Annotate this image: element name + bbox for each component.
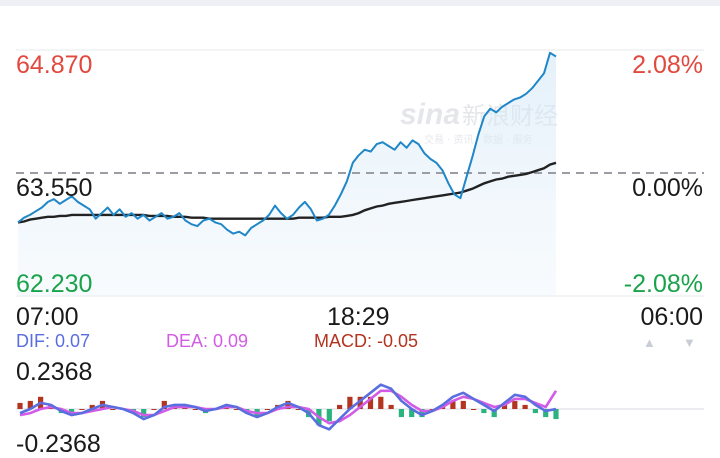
macd-histogram-bar xyxy=(89,404,95,409)
macd-axis-bottom-label: -0.2368 xyxy=(16,430,101,458)
dif-legend: DIF: 0.07 xyxy=(16,331,91,351)
dea-line xyxy=(19,389,558,425)
macd-histogram-bar xyxy=(233,409,240,410)
time-axis-end-label: 06:00 xyxy=(640,303,703,331)
pct-axis-top-label: 2.08% xyxy=(632,51,703,79)
macd-histogram-bar xyxy=(553,409,559,420)
macd-histogram-bar xyxy=(367,396,374,409)
macd-histogram-bar xyxy=(481,409,487,414)
macd-histogram-bar xyxy=(398,409,404,418)
macd-histogram-bar xyxy=(141,409,147,418)
svg-text:sina: sina xyxy=(400,98,460,131)
macd-histogram-bar xyxy=(326,409,332,422)
macd-histogram-bar xyxy=(409,409,415,418)
macd-histogram-bar xyxy=(17,402,23,409)
macd-histogram-bar xyxy=(378,396,384,409)
macd-histogram-bar xyxy=(357,396,363,409)
price-area-fill xyxy=(18,52,556,296)
macd-histogram-bar xyxy=(295,409,301,410)
price-axis-bottom-label: 62.230 xyxy=(16,270,93,298)
macd-histogram-bar xyxy=(27,400,33,409)
macd-histogram-bar xyxy=(110,409,116,410)
macd-axis-top-label: 0.2368 xyxy=(16,358,93,386)
macd-histogram-bar xyxy=(532,409,538,414)
macd-histogram-bar xyxy=(491,409,497,418)
macd-histogram-bar xyxy=(347,396,353,409)
top-strip xyxy=(0,0,720,6)
macd-histogram-bar xyxy=(69,409,75,414)
dea-legend: DEA: 0.09 xyxy=(166,331,249,351)
macd-histogram-bar xyxy=(543,409,549,418)
macd-histogram-bar xyxy=(285,400,291,409)
macd-histogram-bar xyxy=(264,409,270,410)
macd-histogram-bar xyxy=(471,409,477,410)
price-axis-top-label: 64.870 xyxy=(16,51,93,79)
macd-histogram-bar xyxy=(79,409,85,410)
macd-histogram-bar xyxy=(450,400,456,409)
dif-line xyxy=(19,383,557,431)
macd-histogram-bar xyxy=(501,404,508,409)
macd-histogram-bar xyxy=(161,400,167,409)
macd-histogram-bar xyxy=(388,404,394,409)
time-axis-mid-label: 18:29 xyxy=(327,303,390,331)
price-axis-mid-label: 63.550 xyxy=(16,174,93,202)
macd-histogram-bar xyxy=(512,400,518,409)
macd-histogram-bar xyxy=(192,409,198,410)
macd-histogram-bar xyxy=(337,404,343,409)
macd-histogram-bar xyxy=(460,400,466,409)
macd-histogram-bar xyxy=(522,404,528,409)
scroll-up-arrow-icon[interactable]: ▲ xyxy=(643,335,656,350)
time-axis-start-label: 07:00 xyxy=(16,303,79,331)
price-line xyxy=(17,51,557,237)
pct-axis-bottom-label: -2.08% xyxy=(623,270,703,298)
scroll-down-arrow-icon[interactable]: ▼ xyxy=(683,335,696,350)
macd-legend: MACD: -0.05 xyxy=(314,331,419,351)
macd-histogram-bar xyxy=(419,409,425,418)
macd-histogram-bar xyxy=(151,409,157,410)
pct-axis-mid-label: 0.00% xyxy=(632,174,703,202)
